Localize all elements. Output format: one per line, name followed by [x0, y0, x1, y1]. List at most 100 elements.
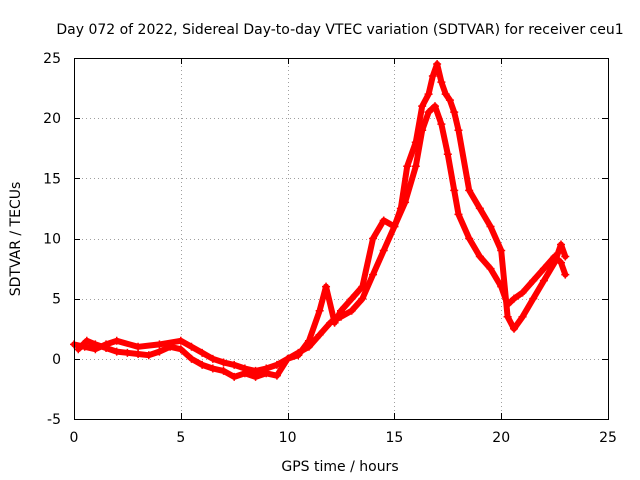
data-point	[369, 234, 378, 243]
data-point	[518, 288, 527, 297]
data-point	[155, 340, 164, 349]
data-point	[91, 340, 100, 349]
data-point	[510, 294, 519, 303]
data-point	[283, 354, 292, 363]
x-tick-label: 15	[385, 430, 403, 446]
data-point	[240, 369, 249, 378]
data-point	[315, 330, 324, 339]
data-point	[112, 347, 121, 356]
data-point	[396, 204, 405, 213]
data-point	[441, 90, 450, 99]
data-point	[539, 264, 548, 273]
data-point	[450, 186, 459, 195]
data-point	[330, 318, 339, 327]
data-point	[424, 108, 433, 117]
data-point	[475, 204, 484, 213]
data-point	[74, 345, 83, 354]
y-tick-label: 10	[43, 232, 61, 248]
data-point	[208, 364, 217, 373]
y-tick-label: 0	[52, 352, 61, 368]
axis-ticks: 0 5 10 15 20 25 -5 0 5 10 15 20 25	[43, 51, 617, 446]
data-point	[450, 108, 459, 117]
data-point	[486, 264, 495, 273]
data-point	[369, 270, 378, 279]
data-point	[518, 312, 527, 321]
y-tick-label: 15	[43, 171, 61, 187]
x-tick-label: 5	[176, 430, 185, 446]
data-point	[155, 347, 164, 356]
series-a	[70, 102, 570, 375]
data-point	[219, 358, 228, 367]
data-point	[557, 240, 566, 249]
data-point	[187, 354, 196, 363]
data-point	[379, 216, 388, 225]
data-point	[561, 252, 570, 261]
data-point	[418, 102, 427, 111]
data-point	[272, 360, 281, 369]
data-point	[134, 350, 143, 359]
data-point	[465, 234, 474, 243]
grid	[74, 58, 608, 419]
data-point	[82, 336, 91, 345]
data-point	[208, 354, 217, 363]
data-point	[176, 336, 185, 345]
chart-title: Day 072 of 2022, Sidereal Day-to-day VTE…	[56, 22, 623, 38]
data-point	[230, 372, 239, 381]
data-point	[403, 162, 412, 171]
data-point	[443, 150, 452, 159]
y-tick-label: 5	[52, 292, 61, 308]
data-point	[134, 342, 143, 351]
data-point	[198, 348, 207, 357]
y-tick-label: 20	[43, 111, 61, 127]
data-point	[539, 276, 548, 285]
data-point	[304, 336, 313, 345]
data-point	[347, 306, 356, 315]
data-point	[322, 282, 331, 291]
data-point	[454, 210, 463, 219]
x-axis-label: GPS time / hours	[281, 459, 398, 475]
data-point	[337, 306, 345, 315]
data-point	[144, 351, 153, 360]
x-tick-label: 25	[599, 430, 617, 446]
data-point	[550, 258, 559, 267]
y-axis-label: SDTVAR / TECUs	[8, 182, 24, 297]
x-tick-label: 0	[70, 430, 79, 446]
data-point	[347, 294, 356, 303]
data-point	[445, 96, 454, 105]
series-b	[74, 60, 570, 381]
data-point	[437, 120, 446, 129]
data-point	[251, 372, 260, 381]
x-tick-label: 20	[492, 430, 510, 446]
y-tick-label: -5	[47, 412, 61, 428]
data-point	[358, 294, 367, 303]
data-point	[230, 360, 239, 369]
data-point	[176, 345, 185, 354]
data-point	[315, 306, 324, 315]
data-point	[198, 360, 207, 369]
data-point	[262, 369, 271, 378]
data-point	[187, 342, 196, 351]
data-point	[411, 162, 420, 171]
data-point	[219, 366, 228, 375]
data-point	[510, 324, 519, 333]
data-point	[424, 90, 433, 99]
data-point	[503, 312, 512, 321]
data-point	[561, 270, 570, 279]
data-point	[430, 102, 439, 111]
data-point	[529, 276, 538, 285]
data-point	[428, 72, 437, 81]
data-point	[475, 252, 484, 261]
x-tick-label: 10	[279, 430, 297, 446]
y-tick-label: 25	[43, 51, 61, 67]
data-point	[358, 282, 367, 291]
data-point	[486, 222, 495, 231]
data-point	[166, 342, 175, 351]
data-point	[102, 344, 111, 353]
data-point	[529, 294, 538, 303]
data-series	[70, 60, 570, 381]
data-point	[454, 126, 463, 135]
data-point	[390, 222, 399, 231]
data-point	[411, 138, 420, 147]
data-point	[433, 60, 442, 69]
